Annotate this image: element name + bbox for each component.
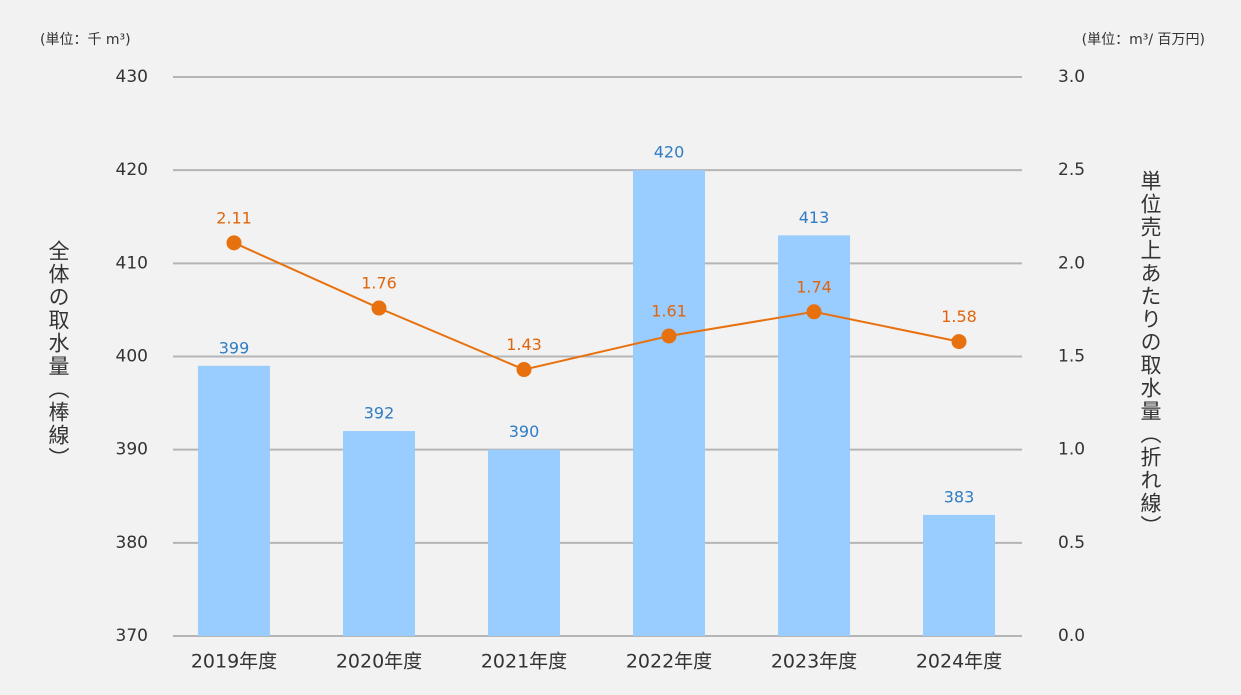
line-value-label: 2.11 bbox=[216, 208, 252, 227]
bar bbox=[488, 449, 560, 636]
y-tick-label: 370 bbox=[116, 626, 148, 646]
y2-tick-label: 0.0 bbox=[1058, 626, 1085, 646]
y2-tick-label: 1.5 bbox=[1058, 347, 1085, 367]
line-point bbox=[951, 334, 967, 350]
bar-value-label: 390 bbox=[509, 422, 540, 441]
y-tick-label: 380 bbox=[116, 533, 148, 553]
bar bbox=[923, 514, 995, 636]
bar-value-label: 383 bbox=[944, 487, 975, 506]
bar bbox=[343, 431, 415, 636]
line-value-label: 1.61 bbox=[651, 302, 687, 321]
x-tick-label: 2020年度 bbox=[336, 651, 422, 673]
line-point bbox=[806, 304, 822, 320]
line-value-label: 1.74 bbox=[796, 277, 832, 296]
y2-tick-label: 3.0 bbox=[1058, 67, 1085, 87]
bar-value-label: 420 bbox=[654, 143, 685, 162]
x-tick-label: 2021年度 bbox=[481, 651, 567, 673]
bar bbox=[198, 365, 270, 636]
y2-axis-label: 単位売上あたりの取水量（折れ線） bbox=[1138, 170, 1162, 538]
line-point bbox=[661, 328, 677, 344]
y-unit: (単位：千 m³) bbox=[40, 32, 131, 48]
line bbox=[233, 241, 960, 371]
line-point bbox=[371, 300, 387, 316]
bar-value-label: 399 bbox=[219, 338, 250, 357]
y-tick-label: 390 bbox=[116, 440, 148, 460]
line-point bbox=[516, 362, 532, 378]
line-value-label: 1.43 bbox=[506, 335, 542, 354]
y-axis-label: 全体の取水量（棒線） bbox=[46, 240, 70, 470]
x-tick-label: 2024年度 bbox=[916, 651, 1002, 673]
x-tick-label: 2023年度 bbox=[771, 651, 857, 673]
y-tick-label: 400 bbox=[116, 347, 148, 367]
y2-tick-label: 1.0 bbox=[1058, 440, 1085, 460]
line-value-label: 1.58 bbox=[941, 307, 977, 326]
y-tick-label: 420 bbox=[116, 160, 148, 180]
y-tick-label: 430 bbox=[116, 67, 148, 87]
y2-tick-label: 2.0 bbox=[1058, 253, 1085, 273]
x-tick-label: 2022年度 bbox=[626, 651, 712, 673]
bar-value-label: 392 bbox=[364, 404, 395, 423]
line-point bbox=[226, 235, 242, 251]
bar bbox=[633, 170, 705, 636]
line-value-label: 1.76 bbox=[361, 274, 397, 293]
y2-unit: (単位：m³/ 百万円) bbox=[1082, 32, 1205, 48]
bar bbox=[778, 235, 850, 636]
y2-tick-label: 0.5 bbox=[1058, 533, 1085, 553]
bar-value-label: 413 bbox=[799, 208, 830, 227]
x-tick-label: 2019年度 bbox=[191, 651, 277, 673]
y2-tick-label: 2.5 bbox=[1058, 160, 1085, 180]
y-tick-label: 410 bbox=[116, 253, 148, 273]
